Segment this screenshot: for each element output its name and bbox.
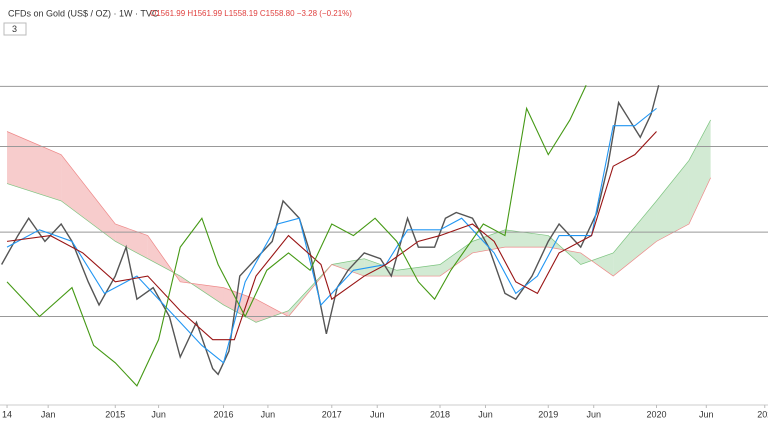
- cloud-edge: [6, 131, 711, 317]
- series-line: [1, 85, 660, 376]
- x-tick-label: 2019: [538, 409, 558, 419]
- cloud-segment: [396, 264, 441, 277]
- x-tick-label: Jun: [586, 409, 601, 419]
- x-tick-label: Jan: [41, 409, 56, 419]
- series-line: [6, 85, 587, 387]
- series-line: [6, 131, 657, 341]
- cloud-segment: [613, 200, 657, 277]
- x-tick-label: 202: [757, 409, 768, 419]
- x-tick-label: Jun: [699, 409, 714, 419]
- x-tick-label: 2018: [430, 409, 450, 419]
- series-line: [6, 107, 657, 364]
- x-tick-label: 14: [2, 409, 12, 419]
- cloud-segment: [504, 229, 549, 248]
- x-tick-label: Jun: [478, 409, 493, 419]
- badge-count[interactable]: 3: [12, 24, 17, 34]
- x-tick-label: Jun: [370, 409, 385, 419]
- x-tick-label: Jun: [261, 409, 276, 419]
- cloud-segment: [61, 154, 116, 242]
- x-tick-label: 2020: [646, 409, 666, 419]
- collapse-badge[interactable]: [3, 22, 27, 36]
- cloud-segment: [440, 241, 473, 277]
- x-tick-label: 2017: [322, 409, 342, 419]
- chart-title: CFDs on Gold (US$ / OZ) · 1W · TVC: [8, 8, 159, 18]
- x-tick-label: Jun: [151, 409, 166, 419]
- ohlc-values: O1561.99 H1561.99 L1558.19 C1558.80 −3.2…: [150, 9, 352, 18]
- x-tick-label: 2016: [214, 409, 234, 419]
- cloud-segment: [7, 131, 62, 201]
- cloud-edge: [6, 119, 711, 323]
- x-tick-label: 2015: [105, 409, 125, 419]
- cloud-segment: [688, 119, 711, 225]
- cloud-segment: [656, 160, 689, 242]
